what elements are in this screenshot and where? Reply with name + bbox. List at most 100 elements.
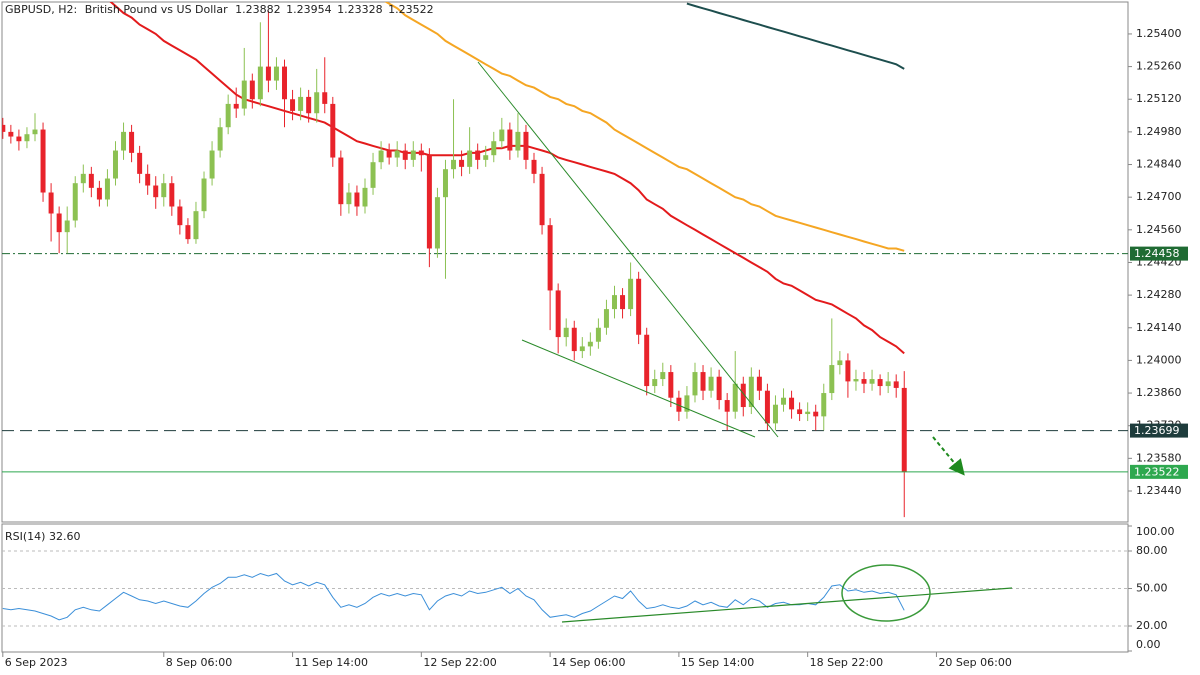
candle-body <box>121 131 127 151</box>
candle-body <box>837 360 843 366</box>
candle-body <box>24 134 30 142</box>
candle-body <box>257 66 263 100</box>
candle-body <box>298 96 304 111</box>
x-tick-label: 6 Sep 2023 <box>5 656 68 669</box>
y-tick-label: 1.23580 <box>1136 451 1182 464</box>
candle-body <box>362 187 368 207</box>
y-tick-label: 1.24560 <box>1136 223 1182 236</box>
candle-body <box>137 152 143 174</box>
candle-body <box>636 278 642 335</box>
candle-body <box>555 290 561 338</box>
candle-body <box>684 395 690 412</box>
high-value: 1.23954 <box>286 3 332 16</box>
candle-body <box>322 92 328 104</box>
candle-body <box>603 309 609 328</box>
candle-body <box>708 376 714 391</box>
axes: 1.25400 1.25260 1.25120 1.24980 1.24840 1.247… <box>2 27 1188 669</box>
candle-body <box>346 192 352 205</box>
level-label-box <box>1130 423 1188 438</box>
candle-body <box>724 400 730 412</box>
y-tick-label: 1.25400 <box>1136 27 1182 40</box>
line-series <box>109 2 905 355</box>
candle-body <box>241 80 247 109</box>
header: GBPUSD, H2: British Pound vs US Dollar 1… <box>5 3 434 16</box>
line-series <box>686 2 905 70</box>
candle-body <box>877 379 883 387</box>
annotations <box>477 61 1013 623</box>
candle-body <box>209 150 215 179</box>
rsi-plot <box>2 550 1128 627</box>
y-tick-label: 1.25120 <box>1136 92 1182 105</box>
close-value: 1.23522 <box>388 3 434 16</box>
y-tick-label: 1.25260 <box>1136 60 1182 73</box>
candle-body <box>394 150 400 158</box>
y-tick-label: 1.24840 <box>1136 158 1182 171</box>
candle-body <box>740 383 746 408</box>
candle-body <box>772 404 778 424</box>
level-label: 1.23699 <box>1134 424 1180 437</box>
candle-body <box>330 103 336 158</box>
y-tick-label: 1.24980 <box>1136 125 1182 138</box>
candle-body <box>612 295 617 310</box>
candle-body <box>459 159 465 167</box>
current-price-box <box>1130 464 1188 479</box>
level-label: 1.24458 <box>1134 247 1180 260</box>
trend-line <box>521 339 756 438</box>
rsi-tick-label: 50.00 <box>1136 582 1168 595</box>
arrow <box>932 436 965 476</box>
current-price-label: 1.23522 <box>1134 465 1180 478</box>
candle-body <box>829 365 835 394</box>
candle-body <box>386 150 392 158</box>
candle-body <box>764 390 770 424</box>
x-tick-label: 8 Sep 06:00 <box>166 656 232 669</box>
candle-body <box>475 150 481 160</box>
candle-body <box>628 278 634 310</box>
candle-body <box>523 131 529 160</box>
price-plot <box>2 2 1128 518</box>
symbol: GBPUSD, H2: <box>5 3 77 16</box>
candle-body <box>748 376 754 408</box>
candle-body <box>539 173 545 226</box>
candle-body <box>426 155 432 249</box>
candle-body <box>16 136 22 142</box>
candle-body <box>48 192 54 214</box>
x-tick-label: 15 Sep 14:00 <box>681 656 754 669</box>
candle-body <box>700 372 706 391</box>
y-tick-label: 1.24280 <box>1136 288 1182 301</box>
candle-body <box>378 150 384 163</box>
candle-body <box>595 327 601 342</box>
x-tick-label: 12 Sep 22:00 <box>423 656 496 669</box>
y-tick-label: 1.24700 <box>1136 190 1182 203</box>
candle-body <box>145 173 151 186</box>
candle-body <box>56 213 62 233</box>
y-tick-label: 1.23440 <box>1136 484 1182 497</box>
candle-body <box>547 225 553 291</box>
candle-body <box>282 66 288 100</box>
candle-body <box>893 381 899 388</box>
candle-body <box>306 96 312 114</box>
candle-body <box>716 376 722 401</box>
candle-body <box>491 141 497 156</box>
candle-body <box>2 124 6 132</box>
candle-body <box>499 129 505 142</box>
candle-body <box>853 379 859 382</box>
open-value: 1.23882 <box>235 3 281 16</box>
candle-body <box>129 131 135 153</box>
rsi-tick-label: 0.00 <box>1136 638 1161 651</box>
candle-body <box>668 372 674 398</box>
candle-body <box>885 381 891 387</box>
candle-body <box>88 173 94 188</box>
candle-body <box>442 169 448 198</box>
candle-body <box>644 334 650 387</box>
candle-body <box>80 173 86 184</box>
low-value: 1.23328 <box>337 3 383 16</box>
candle-body <box>249 80 255 100</box>
candle-body <box>96 187 102 200</box>
candle-body <box>515 131 521 151</box>
candle-body <box>571 327 577 352</box>
rsi-trend-line <box>561 587 1013 623</box>
candle-body <box>901 387 907 472</box>
candle-body <box>451 159 457 170</box>
candle-body <box>531 159 537 174</box>
